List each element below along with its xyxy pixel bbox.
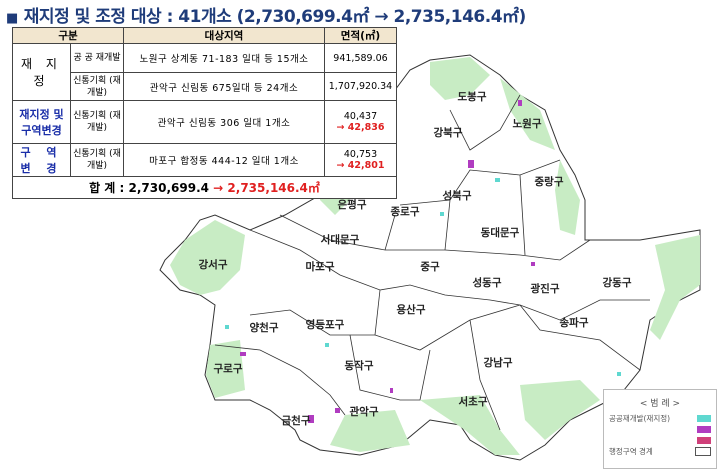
type-cell: 신통기획 (재개발) bbox=[70, 100, 124, 144]
table-row: 재지정 및 구역변경 신통기획 (재개발) 관악구 신림동 306 일대 1개소… bbox=[12, 100, 397, 144]
district-label: 강북구 bbox=[434, 126, 463, 139]
district-label: 은평구 bbox=[338, 198, 367, 211]
district-label: 서대문구 bbox=[321, 233, 360, 246]
arrow-icon: → bbox=[213, 181, 224, 195]
total-new: 2,735,146.4㎡ bbox=[227, 181, 320, 195]
area-cell: 관악구 신림동 675일대 등 24개소 bbox=[123, 72, 325, 101]
seoul-outline bbox=[159, 54, 701, 461]
swatch-icon bbox=[695, 447, 711, 456]
group-cell: 재 지 정 bbox=[12, 43, 71, 101]
district-label: 송파구 bbox=[560, 316, 589, 329]
area-cell: 관악구 신림동 306 일대 1개소 bbox=[123, 100, 325, 144]
type-cell: 신통기획 (재개발) bbox=[70, 143, 124, 177]
total-row: 합 계 : 2,730,699.4 → 2,735,146.4㎡ bbox=[12, 176, 397, 199]
district-label: 종로구 bbox=[391, 206, 420, 218]
district-label: 성동구 bbox=[473, 276, 502, 289]
old-value: 40,753 bbox=[343, 149, 378, 160]
district-label: 영등포구 bbox=[306, 318, 345, 331]
header-size: 면적(㎡) bbox=[324, 27, 397, 44]
bullet-icon: ■ bbox=[6, 11, 18, 26]
district-label: 양천구 bbox=[250, 321, 279, 334]
district-label: 성북구 bbox=[443, 189, 472, 202]
total-label: 합 계 : 2,730,699.4 bbox=[89, 181, 209, 195]
district-label: 구로구 bbox=[214, 363, 243, 375]
district-label: 노원구 bbox=[513, 117, 542, 130]
redevelopment-sites bbox=[225, 100, 621, 423]
district-label: 중구 bbox=[420, 261, 440, 273]
swatch-icon bbox=[697, 426, 711, 433]
district-label: 관악구 bbox=[350, 405, 379, 418]
district-label: 강서구 bbox=[199, 258, 228, 271]
table-row: 재 지 정 공 공 재개발 노원구 상계동 71-183 일대 등 15개소 9… bbox=[12, 43, 397, 101]
type-cell: 신통기획 (재개발) bbox=[70, 72, 124, 101]
district-label: 용산구 bbox=[397, 303, 426, 316]
group-cell: 재지정 및 구역변경 bbox=[12, 100, 71, 144]
title-text: 재지정 및 조정 대상 : 41개소 (2,730,699.4㎡ → 2,735… bbox=[23, 7, 527, 27]
legend-item: 공공재개발(재지정) bbox=[604, 413, 716, 424]
header-area: 대상지역 bbox=[123, 27, 325, 44]
legend: < 범 례 > 공공재개발(재지정) 행정구역 경계 bbox=[603, 389, 717, 469]
district-label: 마포구 bbox=[306, 260, 335, 273]
type-cell: 공 공 재개발 bbox=[70, 43, 124, 73]
new-value: → 42,836 bbox=[336, 122, 385, 133]
swatch-icon bbox=[697, 415, 711, 422]
district-label: 중랑구 bbox=[535, 176, 564, 188]
value-cell: 40,437 → 42,836 bbox=[324, 100, 397, 144]
district-label: 도봉구 bbox=[458, 91, 487, 103]
district-label: 강동구 bbox=[603, 276, 632, 289]
table-header: 구분 대상지역 면적(㎡) bbox=[12, 27, 397, 44]
green-areas bbox=[170, 57, 700, 455]
district-boundaries bbox=[214, 94, 650, 431]
page-title: ■ 재지정 및 조정 대상 : 41개소 (2,730,699.4㎡ → 2,73… bbox=[6, 2, 526, 27]
header-category: 구분 bbox=[12, 27, 124, 44]
district-label: 금천구 bbox=[282, 414, 311, 427]
new-value: → 42,801 bbox=[336, 160, 385, 171]
old-value: 40,437 bbox=[343, 111, 378, 122]
value-cell: 941,589.06 bbox=[324, 43, 397, 73]
district-label: 동대문구 bbox=[481, 226, 520, 239]
table-row: 신통기획 (재개발) 관악구 신림동 675일대 등 24개소 1,707,92… bbox=[13, 72, 397, 101]
legend-item bbox=[604, 424, 716, 435]
area-cell: 마포구 합정동 444-12 일대 1개소 bbox=[123, 143, 325, 177]
district-label: 서초구 bbox=[459, 395, 488, 408]
legend-item: 행정구역 경계 bbox=[604, 446, 716, 457]
swatch-icon bbox=[697, 437, 711, 444]
district-label: 광진구 bbox=[531, 282, 560, 295]
district-label: 강남구 bbox=[484, 356, 513, 369]
value-cell: 40,753 → 42,801 bbox=[324, 143, 397, 177]
value-cell: 1,707,920.34 bbox=[324, 72, 397, 101]
area-cell: 노원구 상계동 71-183 일대 등 15개소 bbox=[123, 43, 325, 73]
group-cell: 구 역 변 경 bbox=[12, 143, 71, 177]
table-row: 구 역 변 경 신통기획 (재개발) 마포구 합정동 444-12 일대 1개소… bbox=[12, 143, 397, 177]
district-label: 동작구 bbox=[345, 359, 374, 372]
legend-title: < 범 례 > bbox=[639, 399, 681, 409]
legend-label: 공공재개발(재지정) bbox=[609, 414, 671, 423]
legend-label: 행정구역 경계 bbox=[609, 447, 653, 456]
target-table: 구분 대상지역 면적(㎡) 재 지 정 공 공 재개발 노원구 상계동 71-1… bbox=[12, 27, 397, 199]
legend-item bbox=[604, 435, 716, 446]
